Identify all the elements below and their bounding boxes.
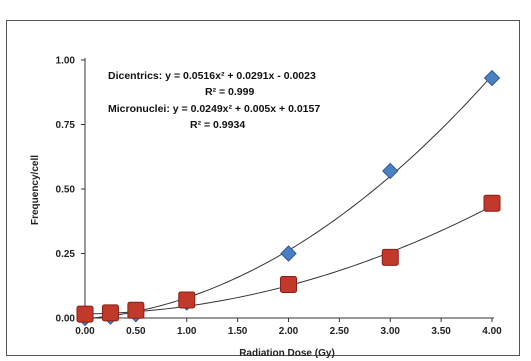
micronuclei-point bbox=[280, 275, 297, 293]
micronuclei-point bbox=[178, 291, 196, 309]
y-tick-label: 0.75 bbox=[56, 120, 76, 131]
micronuclei-point bbox=[483, 194, 501, 212]
chart-frame bbox=[6, 20, 520, 356]
x-tick-label: 2.00 bbox=[279, 326, 299, 337]
x-tick-label: 3.50 bbox=[431, 326, 451, 337]
x-tick-label: 0.00 bbox=[75, 326, 95, 337]
y-tick-label: 0.50 bbox=[56, 185, 76, 196]
x-tick-label: 4.00 bbox=[482, 326, 502, 337]
dicentrics-r2: R² = 0.999 bbox=[205, 86, 254, 98]
micronuclei-point bbox=[381, 248, 399, 266]
x-tick-label: 3.00 bbox=[381, 326, 401, 337]
dicentrics-point bbox=[280, 245, 297, 262]
y-tick-label: 0.00 bbox=[56, 314, 76, 325]
x-tick-label: 1.50 bbox=[228, 326, 248, 337]
micronuclei-r2: R² = 0.9934 bbox=[190, 119, 245, 131]
y-axis-label: Frequency/cell bbox=[30, 155, 41, 225]
data-points bbox=[76, 69, 501, 327]
micronuclei-point bbox=[76, 305, 94, 323]
x-axis-label: Radiation Dose (Gy) bbox=[239, 348, 335, 359]
micronuclei-equation: Micronuclei: y = 0.0249x² + 0.005x + 0.0… bbox=[108, 103, 320, 115]
x-tick-label: 2.50 bbox=[330, 326, 350, 337]
dicentrics-point bbox=[483, 69, 501, 87]
y-tick-label: 0.25 bbox=[56, 249, 76, 260]
micronuclei-point bbox=[127, 301, 145, 319]
axis-labels: Radiation Dose (Gy) Frequency/cell bbox=[30, 155, 335, 359]
dicentrics-equation: Dicentrics: y = 0.0516x² + 0.0291x - 0.0… bbox=[108, 70, 316, 82]
micronuclei-point bbox=[101, 304, 119, 322]
axes: 0.00 0.50 1.00 1.50 2.00 2.50 3.00 3.50 4.00 0.00… bbox=[56, 56, 503, 338]
dicentrics-point bbox=[382, 162, 399, 180]
x-tick-label: 0.50 bbox=[126, 326, 146, 337]
y-tick-label: 1.00 bbox=[56, 56, 76, 67]
x-tick-label: 1.00 bbox=[177, 326, 197, 337]
annotations: Dicentrics: y = 0.0516x² + 0.0291x - 0.0… bbox=[108, 70, 320, 131]
